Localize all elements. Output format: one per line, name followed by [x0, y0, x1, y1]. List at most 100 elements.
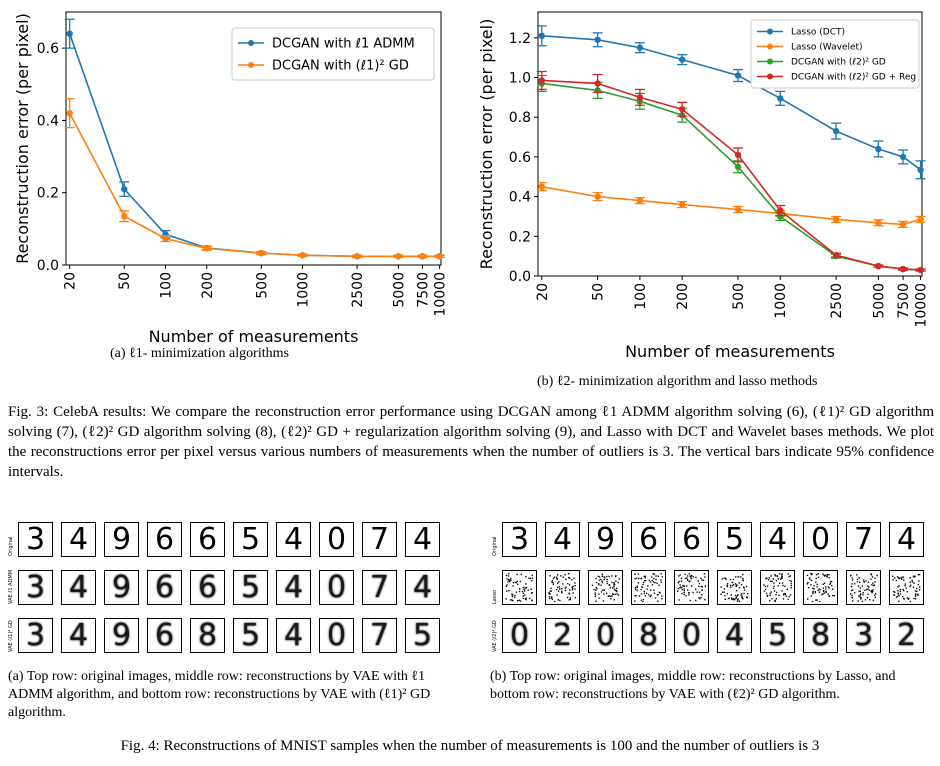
digit-cell: 4 [61, 522, 96, 557]
digit-cell: 3 [502, 522, 537, 557]
digit-glyph: 8 [197, 618, 218, 653]
digit-cell: 0 [319, 570, 354, 605]
x-tick-label: 20 [535, 283, 551, 301]
series-1 [536, 182, 926, 229]
digit-glyph: 6 [154, 570, 175, 605]
lasso-noise [505, 573, 534, 602]
digit-cell: 7 [846, 522, 881, 557]
digit-glyph: 6 [154, 522, 175, 557]
lasso-noise [548, 573, 577, 602]
digit-cell: 3 [18, 522, 53, 557]
legend-box [231, 27, 435, 81]
digit-cell: 3 [18, 618, 53, 653]
y-tick-label: 0.4 [37, 113, 59, 129]
digit-cell: 4 [276, 618, 311, 653]
digit-glyph: 0 [681, 618, 702, 653]
digit-cell: 5 [405, 618, 440, 653]
digit-glyph: 9 [595, 522, 616, 557]
digit-cell [717, 570, 752, 605]
digit-cell: 5 [233, 618, 268, 653]
legend-marker [248, 40, 254, 46]
data-point [678, 201, 686, 208]
data-point [875, 262, 882, 270]
y-tick-label: 0.0 [509, 269, 531, 285]
digit-glyph: 4 [283, 522, 304, 557]
series-2 [536, 74, 926, 274]
x-tick-label: 2500 [350, 272, 366, 308]
row-label: Original [492, 536, 498, 556]
data-point [258, 249, 265, 257]
digit-glyph: 4 [68, 618, 89, 653]
digit-cell: 6 [147, 522, 182, 557]
data-point [538, 183, 545, 190]
digit-cell: 9 [104, 618, 139, 653]
digit-glyph: 5 [767, 618, 788, 653]
data-point [678, 106, 686, 113]
x-axis-label: Number of measurements [149, 327, 359, 345]
digit-glyph: 4 [283, 618, 304, 653]
legend-entry: DCGAN with ℓ1 ADMM [272, 37, 415, 52]
digit-glyph: 0 [326, 570, 347, 605]
lasso-noise [634, 573, 663, 602]
fig3-caption: Fig. 3: CelebA results: We compare the r… [8, 404, 934, 480]
data-point [121, 185, 128, 193]
y-tick-label: 1.0 [509, 71, 531, 87]
digit-cell: 4 [717, 618, 752, 653]
x-tick-label: 200 [200, 272, 216, 299]
data-point [832, 127, 840, 135]
x-tick-label: 500 [254, 272, 270, 299]
digit-cell: 8 [190, 618, 225, 653]
y-tick-label: 0.6 [509, 150, 531, 166]
x-tick-label: 1000 [296, 272, 312, 308]
digit-glyph: 4 [412, 570, 433, 605]
digit-glyph: 3 [25, 570, 46, 605]
data-point [636, 44, 644, 51]
digit-cell: 7 [362, 618, 397, 653]
legend-entry: DCGAN with (ℓ2)² GD + Reg [791, 73, 916, 83]
row-label: VAE ℓ1 ADMM [8, 569, 14, 604]
data-point [917, 166, 924, 174]
legend-entry: Lasso (DCT) [791, 28, 845, 38]
digit-glyph: 6 [197, 570, 218, 605]
data-point [538, 32, 545, 40]
digit-glyph: 7 [369, 522, 390, 557]
digit-cell [889, 570, 924, 605]
digit-cell: 4 [61, 570, 96, 605]
digit-glyph: 3 [853, 618, 874, 653]
y-axis-label: Reconstruction error (per pixel) [477, 19, 496, 270]
fig4-caption: Fig. 4: Reconstructions of MNIST samples… [120, 738, 820, 754]
digit-cell: 4 [545, 522, 580, 557]
digit-cell: 2 [545, 618, 580, 653]
data-point [594, 193, 601, 200]
x-tick-label: 10000 [914, 283, 930, 328]
digit-glyph: 0 [326, 618, 347, 653]
digit-cell: 3 [18, 570, 53, 605]
data-point [436, 253, 443, 260]
x-tick-label: 7500 [896, 283, 912, 319]
digit-cell: 4 [889, 522, 924, 557]
digit-glyph: 6 [154, 618, 175, 653]
data-point [899, 221, 907, 228]
digit-glyph: 5 [724, 522, 745, 557]
digit-glyph: 3 [25, 522, 46, 557]
mnist-panel-a: Original 3 4 9 6 6 5 4 0 7 4 VAE ℓ1 ADMM 3 4 9 6 6 5 4 0 7 4 V… [8, 522, 448, 662]
digit-cell: 0 [502, 618, 537, 653]
digit-cell: 4 [276, 522, 311, 557]
digit-glyph: 6 [638, 522, 659, 557]
y-axis-label: Reconstruction error (per pixel) [13, 13, 32, 264]
row-label: Lasso [492, 589, 498, 604]
data-point [419, 253, 426, 260]
digit-glyph: 5 [240, 522, 261, 557]
digit-cell: 0 [674, 618, 709, 653]
row-label: VAE (ℓ2)² GD [492, 620, 498, 652]
digit-glyph: 0 [810, 522, 831, 557]
row-label: VAE (ℓ1)² GD [8, 620, 14, 652]
lasso-noise [849, 573, 878, 602]
y-tick-label: 0.2 [37, 186, 59, 202]
data-point [899, 265, 907, 273]
data-point [734, 206, 742, 213]
digit-cell: 6 [147, 570, 182, 605]
digit-glyph: 4 [724, 618, 745, 653]
x-tick-label: 50 [117, 272, 133, 290]
digit-glyph: 3 [509, 522, 530, 557]
